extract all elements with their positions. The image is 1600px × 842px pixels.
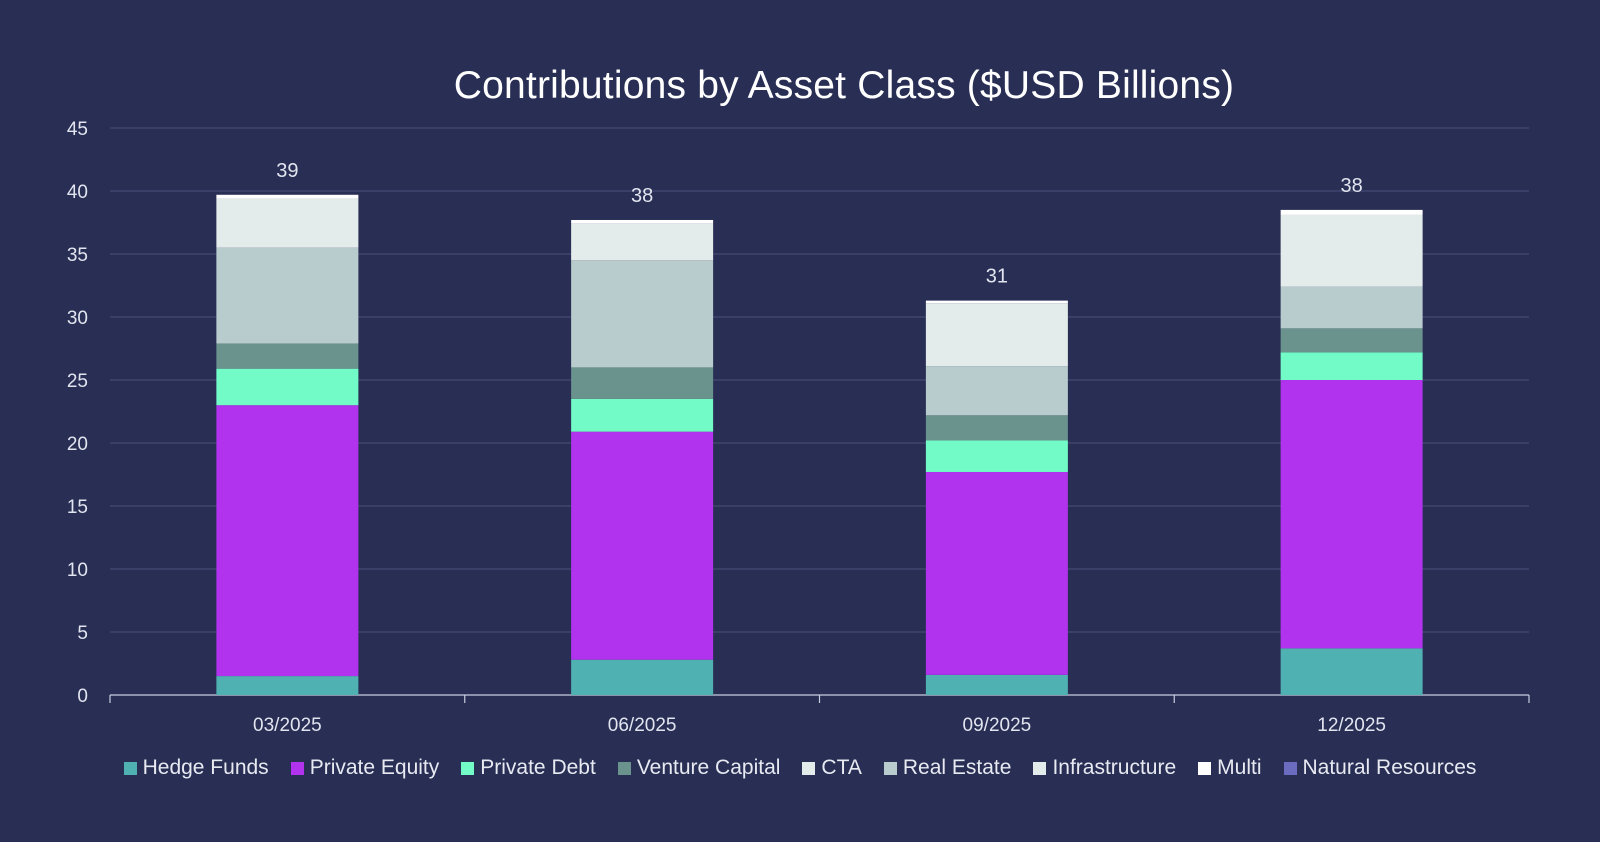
- y-tick-label: 15: [67, 497, 88, 518]
- bar-segment: [216, 405, 359, 677]
- bar-segment: [571, 367, 714, 399]
- legend-item: Multi: [1198, 756, 1262, 780]
- x-tick-label: 09/2025: [963, 715, 1032, 736]
- bar-segment: [925, 415, 1068, 441]
- bar-segment: [925, 471, 1068, 675]
- bar-segment: [571, 659, 714, 695]
- legend-item: CTA: [802, 756, 862, 780]
- y-tick-label: 5: [77, 623, 88, 644]
- y-tick-label: 10: [67, 560, 88, 581]
- legend-swatch: [461, 761, 475, 775]
- bar-segment: [925, 440, 1068, 472]
- legend-item: Private Debt: [461, 756, 596, 780]
- legend-item: Real Estate: [883, 756, 1012, 780]
- y-tick-label: 35: [67, 245, 88, 266]
- y-tick-label: 30: [67, 308, 88, 329]
- legend-label: Hedge Funds: [142, 756, 269, 779]
- y-tick-label: 25: [67, 371, 88, 392]
- legend-swatch: [1033, 761, 1047, 775]
- bar-segment: [571, 260, 714, 368]
- legend-label: Venture Capital: [636, 756, 781, 779]
- bar-segment: [571, 431, 714, 660]
- legend-swatch: [617, 761, 631, 775]
- bar-segment: [1280, 380, 1423, 649]
- legend-label: Private Equity: [309, 756, 440, 779]
- legend-label: Private Debt: [480, 756, 596, 779]
- bar-segment: [1280, 328, 1423, 353]
- bar-segment: [1280, 209, 1423, 215]
- chart-title: Contributions by Asset Class ($USD Billi…: [453, 64, 1235, 107]
- legend-swatch: [802, 761, 816, 775]
- bar-segment: [925, 366, 1068, 416]
- legend-item: Natural Resources: [1283, 756, 1477, 780]
- legend-swatch: [1198, 761, 1212, 775]
- bar-segment: [1280, 214, 1423, 287]
- bar-segment: [1280, 648, 1423, 695]
- y-tick-label: 20: [67, 434, 88, 455]
- bar-total-label: 38: [1341, 175, 1363, 197]
- legend-label: CTA: [821, 756, 862, 779]
- bar-segment: [216, 676, 359, 695]
- bar-total-label: 38: [631, 185, 653, 207]
- bar-segment: [1280, 286, 1423, 329]
- bar-segment: [216, 247, 359, 344]
- legend-item: Venture Capital: [617, 756, 781, 780]
- bar-total-label: 31: [986, 266, 1008, 288]
- legend-swatch: [883, 761, 897, 775]
- x-tick-label: 03/2025: [253, 715, 322, 736]
- legend-label: Infrastructure: [1052, 756, 1177, 779]
- legend-item: Private Equity: [290, 756, 440, 780]
- y-tick-label: 40: [67, 182, 88, 203]
- y-tick-label: 45: [67, 119, 88, 140]
- legend-swatch: [1283, 761, 1297, 775]
- bar-segment: [571, 398, 714, 432]
- chart-legend: Hedge Funds Private Equity Private Debt Ven…: [0, 754, 1600, 782]
- bar-segment: [216, 343, 359, 369]
- bar-segment: [925, 674, 1068, 695]
- legend-label: Multi: [1217, 756, 1262, 779]
- y-tick-label: 0: [77, 686, 88, 707]
- legend-swatch: [290, 761, 304, 775]
- bar-segment: [925, 300, 1068, 304]
- x-tick-label: 12/2025: [1317, 715, 1386, 736]
- bar-segment: [571, 223, 714, 261]
- bar-segment: [216, 198, 359, 248]
- legend-swatch: [123, 761, 137, 775]
- bar-segment: [925, 303, 1068, 367]
- bar-segment: [216, 368, 359, 406]
- legend-item: Hedge Funds: [123, 756, 269, 780]
- bar-total-label: 39: [276, 160, 298, 182]
- legend-label: Natural Resources: [1302, 756, 1477, 779]
- bar-segment: [1280, 352, 1423, 380]
- legend-item: Infrastructure: [1033, 756, 1176, 780]
- legend-label: Real Estate: [902, 756, 1012, 779]
- bar-segment: [216, 194, 359, 199]
- bar-segment: [571, 219, 714, 224]
- x-tick-label: 06/2025: [608, 715, 677, 736]
